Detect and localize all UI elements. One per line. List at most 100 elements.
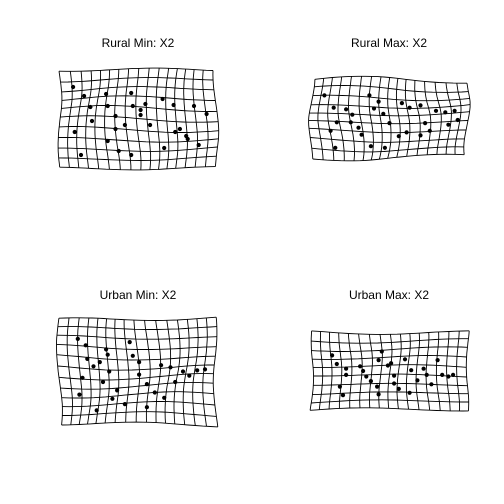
grid-column-line [56,318,63,426]
landmark-point [344,366,349,371]
landmark-point [177,126,182,132]
landmark-point [187,373,192,378]
grid-column-line [396,334,402,409]
landmark-point [195,368,200,373]
grid-row-line [312,355,467,360]
landmark-point [202,367,208,372]
grid-column-line [317,78,325,160]
landmark-point [162,145,167,151]
grid-column-line [144,320,151,423]
landmark-point [322,93,327,98]
landmark-point [446,122,451,127]
landmark-point [159,363,164,368]
grid-row-line [313,382,468,387]
landmark-point [82,93,87,99]
landmark-point [396,386,401,391]
grid-row-line [58,146,218,152]
grid-column-line [387,334,393,409]
landmark-point [418,103,423,108]
landmark-point [85,356,90,361]
grid-column-line [347,333,353,409]
grid-column-line [114,69,121,170]
warp-grid-panel: Urban Max: X2 [309,288,470,412]
grid-column-line [76,71,83,168]
warp-grid-panel: Rural Min: X2 [57,36,220,171]
grid-row-line [312,391,469,396]
landmark-point [100,379,106,385]
landmark-point [130,103,135,109]
landmark-point [129,90,134,96]
landmark-point [376,99,381,104]
grid-column-line [104,69,111,170]
grid-column-line [368,334,373,408]
landmark-point [379,349,384,354]
grid-row-line [58,316,217,321]
landmark-point [152,390,157,395]
landmark-point [127,340,132,345]
grid-column-line [155,320,162,423]
landmark-point [105,352,110,357]
grid-column-line [135,68,142,170]
grid-row-line [59,166,216,171]
landmark-point [113,126,118,132]
grid-column-line [446,331,451,411]
landmark-point [185,136,190,142]
landmark-point [144,405,149,410]
landmark-point [435,358,440,363]
landmark-point [382,145,387,150]
landmark-point [104,347,109,352]
landmark-point [358,364,363,369]
grid-row-line [60,381,214,390]
grid-column-line [87,317,92,425]
landmark-point [77,392,82,397]
landmark-point [334,120,339,125]
landmark-point [137,360,142,365]
landmark-point [160,96,165,102]
landmark-point [392,373,397,378]
grid-column-line [318,331,324,410]
grid-row-line [61,86,214,93]
grid-column-line [378,334,383,409]
landmark-point [452,108,457,113]
landmark-point [424,372,429,377]
grid-row-line [60,77,214,83]
landmark-point [105,138,110,144]
landmark-point [440,372,445,377]
landmark-point [75,336,80,341]
landmark-point [415,378,420,383]
landmark-point [113,113,118,119]
grid-column-line [395,78,401,158]
grid-column-line [309,330,315,411]
grid-column-line [123,319,130,423]
landmark-point [418,133,423,138]
grid-column-line [327,77,335,161]
panel-title: Urban Min: X2 [100,288,177,302]
grid-column-line [174,68,179,169]
grid-column-line [358,76,365,161]
landmark-point [407,105,412,110]
panel-title: Rural Max: X2 [351,36,427,50]
grid-column-line [425,332,431,411]
landmark-point [344,107,349,112]
landmark-point [407,390,412,395]
landmark-point [443,110,448,115]
landmark-point [364,374,369,379]
grid-column-line [155,68,161,170]
landmark-point [423,121,428,126]
grid-column-line [114,319,120,423]
grid-column-line [133,320,140,423]
grid-column-line [66,317,73,425]
grid-row-line [312,94,470,102]
grid-row-line [58,67,214,72]
landmark-point [371,106,377,111]
landmark-point [204,111,209,117]
landmark-point [427,128,432,133]
landmark-point [333,145,338,150]
grid-column-line [445,82,452,155]
landmark-point [399,101,404,106]
grid-row-line [310,407,469,412]
landmark-point [129,152,134,158]
grid-row-line [60,115,219,123]
grid-row-line [311,346,468,352]
landmark-point [337,384,342,389]
